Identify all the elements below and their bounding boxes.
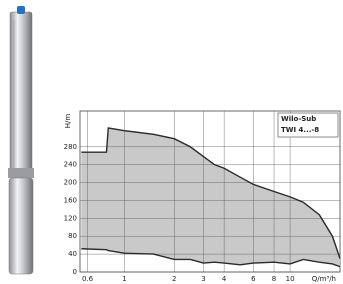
x-tick-label: 6 <box>251 275 256 283</box>
x-tick-label: 1 <box>122 275 126 283</box>
y-tick-label: 200 <box>64 179 77 187</box>
y-tick-label: 40 <box>68 250 77 258</box>
chart: 0 40 80 120 160 200 240 280 0.6 1 2 3 4 6 8 10 Q/m³/h H/m… <box>64 111 340 283</box>
x-tick-label: 0.6 <box>82 275 94 283</box>
legend-text: TWI 4...-8 <box>281 126 319 134</box>
x-tick-label: 10 <box>286 275 295 283</box>
x-tick-label: 3 <box>201 275 205 283</box>
x-tick-label: 2 <box>172 275 176 283</box>
y-axis-label: H/m <box>64 114 72 129</box>
x-axis-label: Q/m³/h <box>312 275 336 283</box>
y-tick-label: 0 <box>73 268 77 276</box>
y-tick-label: 120 <box>64 214 77 222</box>
y-tick-label: 240 <box>64 161 77 169</box>
x-tick-label: 8 <box>272 275 276 283</box>
y-tick-label: 80 <box>68 232 77 240</box>
legend-text: Wilo-Sub <box>281 115 316 123</box>
product-figure: 0 40 80 120 160 200 240 280 0.6 1 2 3 4 6 8 10 Q/m³/h H/m… <box>0 0 343 284</box>
x-tick-label: 4 <box>222 275 227 283</box>
pump-image <box>8 6 34 274</box>
y-tick-label: 280 <box>64 143 77 151</box>
y-tick-label: 160 <box>64 196 77 204</box>
